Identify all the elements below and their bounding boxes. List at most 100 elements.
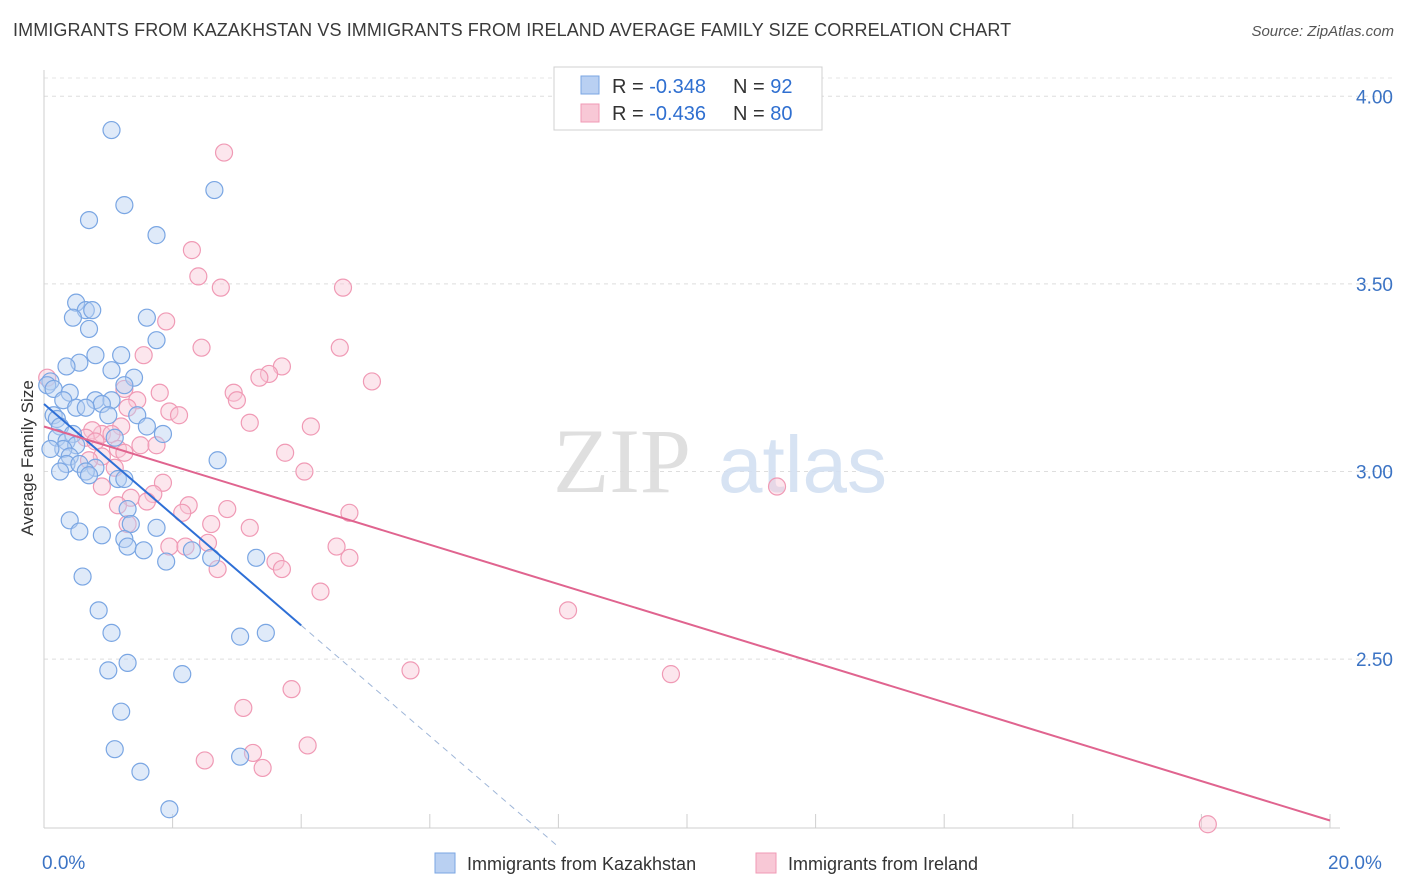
kazakhstan-point [50,462,70,481]
kazakhstan-point [153,424,173,444]
ireland-point [234,698,253,718]
ireland-point [295,462,314,481]
kazakhstan-point [118,653,137,672]
kazakhstan-point [102,120,121,140]
legend-kaz-n-label: N = [733,76,770,98]
ireland-point [112,417,131,436]
ireland-point [182,241,201,260]
kazakhstan-point [205,180,224,200]
ireland-point [240,413,259,432]
ireland-point [92,477,111,496]
kazakhstan-point [99,406,118,425]
legend-kaz-n-value: 92 [770,76,792,98]
ireland-point [340,548,359,567]
kazakhstan-point [60,383,79,402]
ireland-point [276,443,295,462]
kazakhstan-point [108,469,128,489]
kazakhstan-point [160,800,179,819]
ireland-point [211,278,230,297]
kazakhstan-point [173,665,192,684]
ireland-point [1198,815,1217,834]
ireland-point [240,518,259,537]
ireland-point [253,758,272,778]
gridlines [44,77,1393,660]
watermark: ZIP atlas [553,410,887,512]
ireland-point [83,421,102,440]
kazakhstan-point [86,458,105,477]
bottom-legend-swatch-ireland [755,852,777,874]
ireland-point [301,417,320,436]
ireland-point [173,503,192,522]
ireland-point [198,533,218,552]
kazakhstan-point [99,661,118,680]
kazakhstan-point [247,548,266,567]
axes [43,70,1340,829]
kazakhstan-point [67,293,86,312]
watermark-atlas: atlas [718,420,887,509]
ireland-trend-line [43,425,1331,822]
kazakhstan-trend-extension [300,624,559,848]
kazakhstan-point [79,210,99,230]
x-tick-marks [172,814,1331,828]
kazakhstan-point [134,541,153,560]
ireland-point [311,582,330,601]
kazakhstan-point [118,499,137,519]
legend-ire-r-value: -0.436 [649,103,706,125]
kazakhstan-point [115,376,134,395]
svg-text:R = -0.436: R = -0.436 [612,103,706,125]
kazakhstan-trend-line [43,403,302,627]
kazakhstan-point [231,627,250,646]
kazakhstan-point [102,391,121,410]
kazakhstan-point [63,308,83,327]
legend-ire-n-label: N = [733,103,770,125]
kazakhstan-point [57,357,76,376]
ireland-point [131,436,150,455]
ireland-point [330,338,349,357]
ireland-point [401,661,420,680]
ireland-point [767,477,787,496]
bottom-legend-swatch-kazakhstan [434,852,456,874]
ireland-point [144,484,163,504]
kazakhstan-point [112,702,131,721]
legend-kaz-r-label: R = [612,76,649,98]
ireland-point [150,383,169,402]
kazakhstan-point [79,319,99,339]
kazakhstan-point [70,522,89,541]
y-tick-label: 2.50 [1356,650,1393,671]
kazakhstan-point [102,623,121,642]
kazakhstan-point [54,439,73,459]
kazakhstan-point [105,740,124,759]
ireland-point [340,503,359,522]
svg-text:R = -0.348: R = -0.348 [612,76,706,98]
ireland-point [192,338,211,357]
kazakhstan-point [124,368,144,387]
kazakhstan-point [137,308,156,327]
kazakhstan-points [38,120,275,819]
kazakhstan-point [47,428,66,447]
y-tick-label: 3.50 [1356,275,1393,296]
kazakhstan-point [76,398,95,417]
kazakhstan-point [102,361,121,380]
y-axis-label: Average Family Size [18,380,37,536]
kazakhstan-point [73,567,92,586]
kazakhstan-point [57,454,76,474]
ireland-point [189,267,208,286]
bottom-legend-label-kazakhstan: Immigrants from Kazakhstan [467,854,696,874]
kazakhstan-point [157,552,176,571]
kazakhstan-point [256,623,275,642]
ireland-point [108,496,128,515]
y-tick-label: 3.00 [1356,463,1393,484]
ireland-point [79,451,99,470]
ireland-point [128,391,147,410]
ireland-point [327,537,346,556]
ireland-point [157,312,176,331]
ireland-point [333,278,353,297]
legend-swatch-ireland [580,103,600,123]
ireland-point [179,496,198,515]
series-legend: Immigrants from Kazakhstan Immigrants fr… [434,852,978,874]
ireland-point [147,436,166,455]
svg-text:N = 92: N = 92 [733,76,793,98]
kazakhstan-point [182,541,201,560]
ireland-point [160,402,179,421]
kazakhstan-point [118,537,137,556]
